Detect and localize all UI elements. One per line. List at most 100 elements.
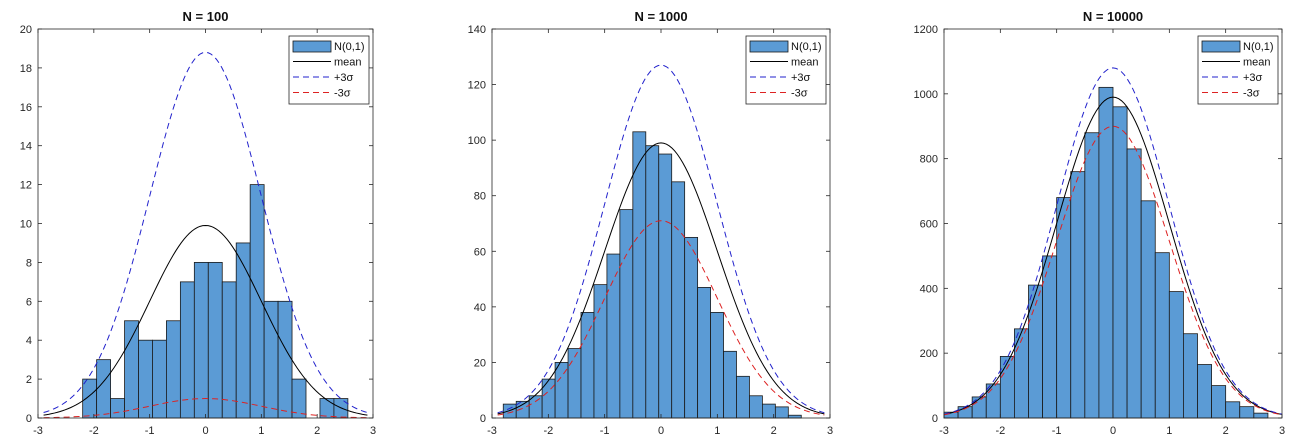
histogram-bar bbox=[606, 253, 621, 419]
histogram-bar bbox=[697, 287, 711, 419]
x-tick-label: -1 bbox=[145, 425, 155, 437]
x-tick-label: 2 bbox=[314, 425, 320, 437]
x-tick-label: 1 bbox=[1166, 425, 1172, 437]
legend-swatch-histogram bbox=[1201, 40, 1241, 53]
y-tick-label: 0 bbox=[26, 413, 32, 425]
legend-swatch-histogram bbox=[749, 40, 789, 53]
histogram-bar bbox=[749, 395, 763, 419]
y-tick-label: 1000 bbox=[914, 89, 938, 101]
y-tick-label: 140 bbox=[468, 24, 486, 36]
histogram-bar bbox=[567, 348, 582, 419]
x-tick-label: 1 bbox=[258, 425, 264, 437]
plus-3sigma-curve bbox=[497, 64, 825, 414]
histogram-bar bbox=[124, 320, 139, 419]
y-tick-label: 0 bbox=[480, 413, 486, 425]
histogram-bar bbox=[110, 398, 125, 419]
y-tick-label: 80 bbox=[474, 191, 486, 203]
histogram-bar bbox=[235, 242, 251, 419]
histogram-bar bbox=[1168, 291, 1184, 419]
legend-label: -3σ bbox=[1243, 88, 1260, 100]
histogram-bar bbox=[580, 312, 595, 419]
x-tick-label: 3 bbox=[1279, 425, 1285, 437]
x-tick-label: 0 bbox=[658, 425, 664, 437]
mean-curve bbox=[43, 224, 368, 416]
histogram-bar bbox=[1197, 364, 1212, 419]
x-tick-label: 0 bbox=[1110, 425, 1116, 437]
histogram-bar bbox=[1014, 328, 1029, 419]
x-tick-label: -3 bbox=[939, 425, 949, 437]
histogram-bar bbox=[138, 339, 153, 419]
y-tick-label: 40 bbox=[474, 302, 486, 314]
histogram-bar bbox=[1239, 406, 1255, 419]
histogram-bar bbox=[658, 153, 673, 419]
histogram-bar bbox=[502, 403, 517, 419]
histogram-bar bbox=[263, 300, 279, 419]
histogram-bar bbox=[1098, 86, 1114, 419]
histogram-bar bbox=[541, 378, 556, 419]
histogram-bar bbox=[1070, 171, 1086, 419]
histogram-bar bbox=[319, 398, 335, 419]
histogram-bar bbox=[1211, 385, 1227, 419]
histogram-bar bbox=[221, 281, 237, 419]
legend-label: N(0,1) bbox=[334, 41, 365, 53]
histogram-bar bbox=[671, 181, 686, 419]
legend-label: +3σ bbox=[791, 72, 811, 84]
x-tick-label: -2 bbox=[543, 425, 553, 437]
y-tick-label: 2 bbox=[26, 374, 32, 386]
plus-3sigma-curve bbox=[943, 67, 1283, 415]
histogram-bar bbox=[277, 300, 293, 419]
legend-label: mean bbox=[791, 57, 819, 69]
y-tick-label: 20 bbox=[20, 24, 32, 36]
histogram-bar bbox=[1225, 401, 1241, 419]
x-tick-label: 2 bbox=[771, 425, 777, 437]
x-tick-label: -3 bbox=[487, 425, 497, 437]
legend-label: +3σ bbox=[334, 72, 354, 84]
histogram-bar bbox=[1126, 148, 1142, 419]
x-tick-label: 3 bbox=[827, 425, 833, 437]
legend: N(0,1) mean +3σ -3σ bbox=[1197, 35, 1279, 105]
x-tick-label: -2 bbox=[89, 425, 99, 437]
x-tick-label: 2 bbox=[1223, 425, 1229, 437]
x-tick-label: -2 bbox=[995, 425, 1005, 437]
y-tick-label: 120 bbox=[468, 80, 486, 92]
y-tick-label: 14 bbox=[20, 141, 32, 153]
y-tick-label: 1200 bbox=[914, 24, 938, 36]
minus-3sigma-curve bbox=[43, 398, 368, 419]
legend-label: mean bbox=[334, 57, 362, 69]
mean-curve bbox=[943, 96, 1283, 415]
histogram-bar bbox=[1140, 200, 1156, 419]
histogram-bar bbox=[684, 236, 699, 419]
histogram-bar bbox=[1084, 132, 1100, 419]
chart-title: N = 10000 bbox=[1083, 9, 1143, 24]
minus-3sigma-curve bbox=[497, 220, 825, 416]
histogram-bar bbox=[82, 378, 98, 419]
minus-3sigma-curve bbox=[943, 125, 1283, 416]
legend: N(0,1) mean +3σ -3σ bbox=[745, 35, 827, 105]
y-tick-label: 400 bbox=[920, 283, 938, 295]
histogram-bar bbox=[774, 406, 789, 419]
histogram-bar bbox=[632, 131, 647, 419]
y-tick-label: 60 bbox=[474, 246, 486, 258]
y-tick-label: 18 bbox=[20, 63, 32, 75]
y-tick-label: 200 bbox=[920, 348, 938, 360]
y-tick-label: 6 bbox=[26, 296, 32, 308]
y-tick-label: 800 bbox=[920, 154, 938, 166]
mean-curve bbox=[497, 142, 825, 415]
chart-3: N = 10000 -3 -2 -1 0 1 2 3 0 200 400 600 800 1000 1200… bbox=[914, 9, 1286, 437]
y-tick-label: 20 bbox=[474, 357, 486, 369]
histogram-bar bbox=[999, 356, 1015, 419]
y-tick-label: 8 bbox=[26, 257, 32, 269]
y-tick-label: 16 bbox=[20, 102, 32, 114]
legend-swatch-histogram bbox=[292, 40, 332, 53]
chart-title: N = 1000 bbox=[634, 9, 687, 24]
histogram-bar bbox=[1056, 197, 1072, 419]
chart-1: N = 100-3 -2 -1 0 1 2 302468101214161820N(0,1)… bbox=[20, 9, 376, 437]
y-tick-label: 0 bbox=[932, 413, 938, 425]
histogram-bar bbox=[179, 281, 195, 419]
histogram-bar bbox=[985, 383, 1001, 419]
chart-2: N = 1000 -3 -2 -1 0 1 2 3 0 20 40 60 80 100 120 140 N(0,… bbox=[468, 9, 833, 437]
chart-title: N = 100 bbox=[183, 9, 229, 24]
histogram-bar bbox=[1042, 255, 1058, 419]
x-tick-label: 3 bbox=[370, 425, 376, 437]
